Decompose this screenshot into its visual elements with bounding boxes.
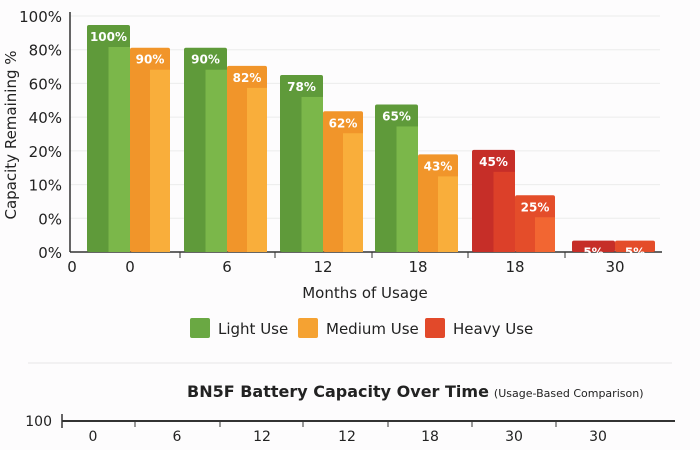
legend-swatch [425,318,445,338]
x-tick-label: 30 [605,258,624,276]
bar-highlight [535,217,555,252]
data-label: 100% [90,30,127,44]
data-label: 90% [136,53,165,67]
secondary-axis-start: 100 [25,414,52,430]
data-label: 45% [479,155,508,169]
y-tick-label: 0% [38,244,62,262]
bar-highlight [150,69,170,252]
secondary-tick-label: 30 [589,429,607,445]
y-tick-label: 10% [29,177,62,195]
y-tick-label: 0% [38,210,62,228]
bar-highlight [396,126,418,252]
chart-subtitle: (Usage-Based Comparison) [494,387,644,400]
x-tick-label: 0 [125,258,135,276]
x-tick-label: 12 [313,258,332,276]
bar-highlight [343,133,363,252]
secondary-tick-label: 6 [173,429,182,445]
y-axis-label: Capacity Remaining % [2,51,20,220]
y-tick-label: 60% [29,75,62,93]
legend-label: Heavy Use [453,320,533,338]
x-tick-label: 18 [505,258,524,276]
legend-swatch [298,318,318,338]
y-tick-label: 100% [19,8,62,26]
data-label: 82% [233,71,262,85]
x-axis-label: Months of Usage [302,284,428,302]
data-label: 43% [424,159,453,173]
bar-highlight [205,69,227,252]
bar [572,240,615,252]
legend-label: Light Use [218,320,288,338]
title-main: BN5F Battery Capacity Over Time [187,382,489,401]
secondary-tick-label: 12 [253,429,271,445]
data-label: 90% [191,53,220,67]
secondary-tick-label: 12 [338,429,356,445]
data-label: 5% [583,246,603,260]
y-tick-label: 20% [29,143,62,161]
legend-swatch [190,318,210,338]
bar [615,240,655,252]
data-label: 25% [521,200,550,214]
y-tick-label: 40% [29,109,62,127]
chart-title: BN5F Battery Capacity Over Time (Usage-Ba… [187,382,643,401]
y-tick-label: 80% [29,42,62,60]
data-label: 65% [382,109,411,123]
data-label: 78% [287,80,316,94]
bar-highlight [493,171,515,252]
data-label: 62% [329,116,358,130]
x-tick-label: 18 [408,258,427,276]
secondary-tick-label: 0 [89,429,98,445]
secondary-tick-label: 18 [421,429,439,445]
data-label: 5% [625,246,645,260]
bar-highlight [108,47,130,252]
x-tick-label: 6 [222,258,232,276]
legend-label: Medium Use [326,320,419,338]
bar-highlight [301,96,323,252]
bar-highlight [247,87,267,252]
x-origin-label: 0 [67,258,77,276]
secondary-tick-label: 30 [505,429,523,445]
bar-highlight [438,176,458,252]
